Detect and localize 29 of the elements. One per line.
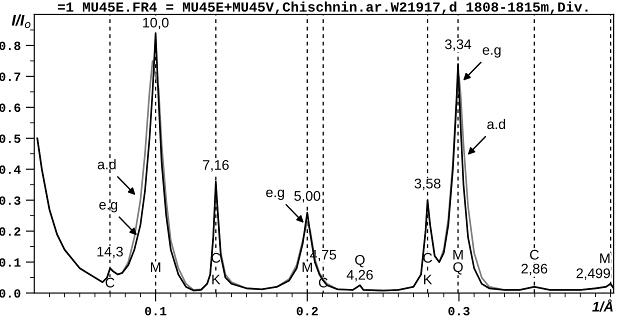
annotation: 7,16	[203, 160, 229, 172]
x-tick-label: 0.3	[448, 306, 470, 316]
annotation: 3,34	[445, 39, 472, 51]
annotation: M	[150, 262, 160, 272]
annotation: Q	[453, 262, 463, 275]
annotation: a.d	[487, 118, 506, 130]
y-axis-title: I/I$_{o}$	[12, 14, 30, 28]
annotation: a.d	[98, 159, 116, 170]
annotation: 14,3	[97, 246, 123, 258]
annotation: 10,0	[143, 18, 169, 30]
annotation: e.g	[482, 47, 501, 58]
annotation: M 2,499	[576, 254, 610, 280]
annotation: C	[423, 252, 432, 263]
annotation: C	[530, 250, 539, 260]
annotation: Q 4,26	[346, 254, 373, 282]
x-tick-label: 0.2	[296, 306, 318, 316]
x-tick-label: 0.1	[145, 306, 166, 316]
annotation: K	[212, 274, 220, 284]
annotation: e.g	[266, 190, 284, 200]
annotation: C	[106, 278, 114, 288]
chart-title: =1 MU45E.FR4 = MU45E+MU45V,Chischnin.ar.W21917,d 1808-1815m,Div.	[58, 2, 588, 14]
annotation: K	[424, 274, 432, 284]
annotation: 2,86	[522, 264, 548, 276]
annotation: 5,00	[294, 191, 320, 202]
annotation: M	[453, 250, 463, 260]
annotation: 3,58	[414, 178, 440, 190]
x-axis-title: 1/Å	[592, 299, 613, 312]
annotation: e.g	[99, 202, 118, 212]
annotation: M	[302, 262, 312, 272]
